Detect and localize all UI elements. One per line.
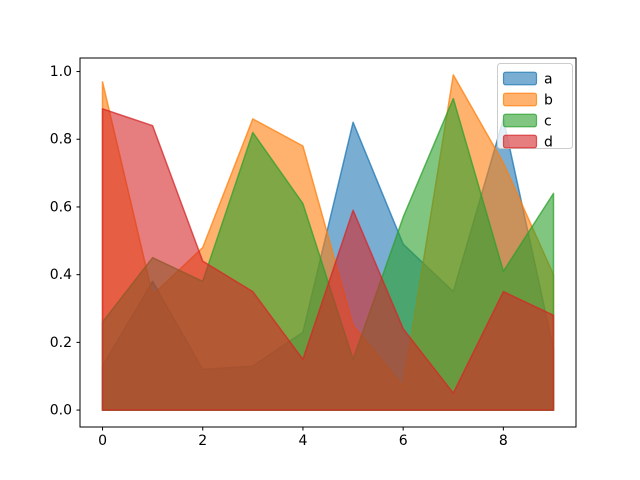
legend-item-a: a — [502, 71, 553, 88]
x-tick-label: 8 — [499, 433, 508, 449]
legend-swatch-d — [502, 134, 538, 149]
series-d-area — [101, 108, 555, 411]
legend-label-b: b — [544, 93, 553, 109]
x-axis: 0 2 4 6 8 — [98, 427, 508, 449]
legend-item-c: c — [502, 113, 552, 130]
legend-label-d: d — [544, 135, 553, 151]
y-tick-label: 0.8 — [50, 132, 72, 148]
y-tick-label: 0.2 — [50, 335, 72, 351]
legend-item-d: d — [502, 134, 553, 151]
x-tick-label: 2 — [198, 433, 207, 449]
legend-item-b: b — [502, 92, 553, 109]
legend-label-a: a — [544, 72, 553, 88]
legend-swatch-c — [502, 113, 538, 128]
series-areas — [101, 74, 555, 411]
y-tick-label: 0.4 — [50, 267, 72, 283]
legend-label-c: c — [544, 114, 552, 130]
axes-frame — [79, 57, 577, 428]
y-tick-label: 0.6 — [50, 199, 72, 215]
y-axis: 0.0 0.2 0.4 0.6 0.8 1.0 — [50, 64, 80, 419]
x-tick-label: 0 — [98, 433, 107, 449]
y-tick-label: 0.0 — [50, 403, 72, 419]
legend-swatch-b — [502, 92, 538, 107]
legend-swatch-a — [502, 71, 538, 86]
x-tick-label: 6 — [399, 433, 408, 449]
y-tick-label: 1.0 — [50, 64, 72, 80]
x-tick-label: 4 — [298, 433, 307, 449]
